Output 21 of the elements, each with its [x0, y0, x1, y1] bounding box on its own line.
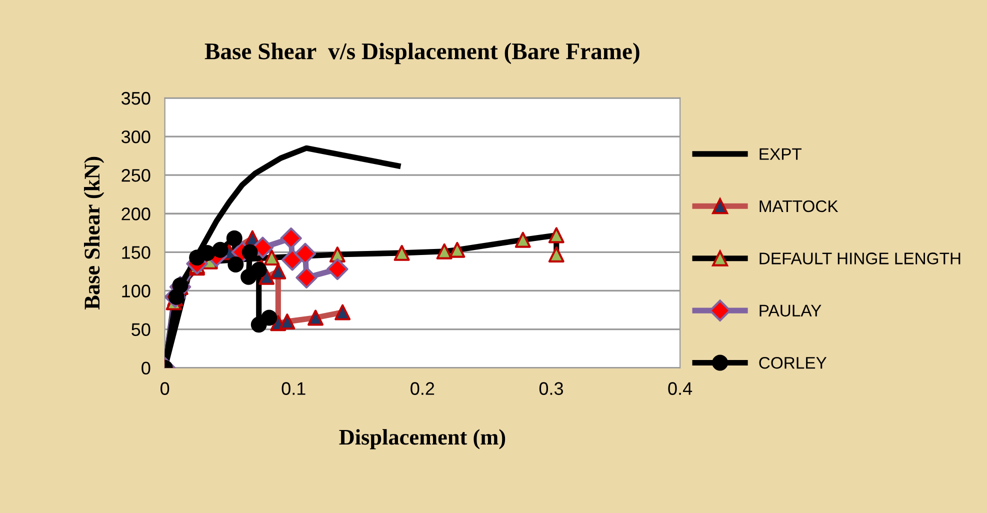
chart-title: Base Shear v/s Displacement (Bare Frame) — [204, 42, 640, 64]
y-tick-label: 150 — [122, 246, 150, 259]
legend-label: EXPT — [760, 148, 802, 160]
x-tick-label: 0.4 — [668, 382, 692, 395]
legend-label: PAULAY — [760, 304, 822, 317]
y-tick-label: 0 — [142, 362, 150, 375]
legend-label: DEFAULT HINGE LENGTH — [760, 252, 960, 264]
y-tick-label: 100 — [122, 284, 150, 298]
y-tick-label: 350 — [122, 92, 150, 105]
x-tick-label: 0.2 — [410, 382, 434, 395]
x-tick-label: 0 — [160, 382, 170, 395]
y-tick-label: 250 — [122, 169, 150, 182]
legend-label: MATTOCK — [760, 200, 838, 212]
y-tick-label: 300 — [122, 130, 150, 144]
x-tick-label: 0.3 — [539, 382, 563, 395]
y-tick-label: 200 — [122, 208, 150, 220]
y-axis-title: Base Shear (kN) — [84, 156, 104, 310]
legend-label: CORLEY — [759, 356, 827, 369]
x-tick-label: 0.1 — [282, 382, 306, 395]
x-axis-title: Displacement (m) — [339, 429, 506, 450]
y-tick-label: 50 — [132, 323, 150, 336]
